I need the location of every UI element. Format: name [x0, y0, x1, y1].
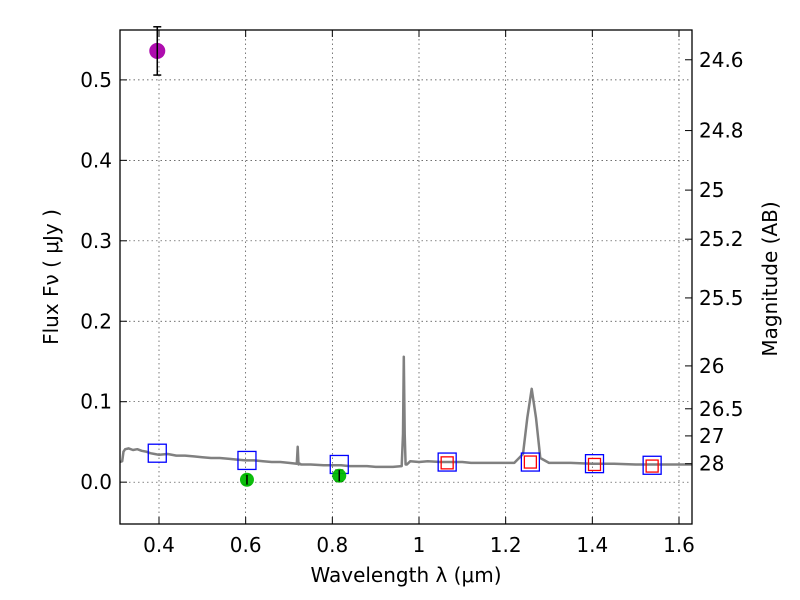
mag-tick-label: 26.5 — [699, 397, 744, 421]
x-tick-label: 0.4 — [143, 533, 175, 557]
x-axis-label: Wavelength λ (μm) — [310, 563, 501, 587]
mag-tick-label: 25 — [699, 178, 724, 202]
ticks: 0.4 0.6 0.8 1 1.2 1.4 1.6 0.0 0.1 0.2 0.3 0.4 0.5 24.… — [80, 30, 744, 557]
model-square-marker — [147, 443, 167, 463]
y-tick-label: 0.5 — [80, 68, 112, 92]
x-tick-label: 1.4 — [576, 533, 608, 557]
grid-lines — [120, 30, 692, 524]
mag-tick-label: 24.6 — [699, 48, 744, 72]
model-square-marker — [642, 455, 662, 475]
mag-tick-label: 25.2 — [699, 227, 744, 251]
mag-tick-label: 26 — [699, 354, 724, 378]
model-square-marker — [237, 450, 257, 471]
x-tick-label: 0.6 — [230, 533, 262, 557]
plot-frame — [119, 29, 693, 525]
x-tick-label: 1.6 — [663, 533, 695, 557]
model-square-marker — [520, 452, 541, 472]
observed-square-marker — [523, 455, 538, 469]
y-tick-label: 0.2 — [80, 309, 112, 333]
y-tick-label: 0.4 — [80, 148, 112, 172]
mag-tick-label: 28 — [699, 452, 724, 476]
x-tick-label: 1.2 — [490, 533, 522, 557]
mag-tick-label: 25.5 — [699, 286, 744, 310]
model-square-marker — [437, 452, 457, 472]
mag-tick-label: 27 — [699, 424, 724, 448]
y-tick-label: 0.0 — [80, 470, 112, 494]
series-layer — [119, 26, 692, 487]
sed-model-line — [119, 355, 692, 469]
y-tick-label: 0.1 — [80, 390, 112, 414]
observed-square-marker — [587, 457, 602, 472]
mag-tick-label: 24.8 — [699, 119, 744, 143]
model-square-marker — [584, 454, 605, 474]
observed-square-marker — [645, 459, 659, 473]
y2-axis-label: Magnitude (AB) — [758, 201, 782, 356]
x-tick-label: 0.8 — [316, 533, 348, 557]
x-tick-label: 1 — [413, 533, 426, 557]
y-axis-label: Flux Fν ( μJy ) — [39, 209, 63, 345]
observed-square-marker — [440, 456, 454, 470]
y-tick-label: 0.3 — [80, 229, 112, 253]
